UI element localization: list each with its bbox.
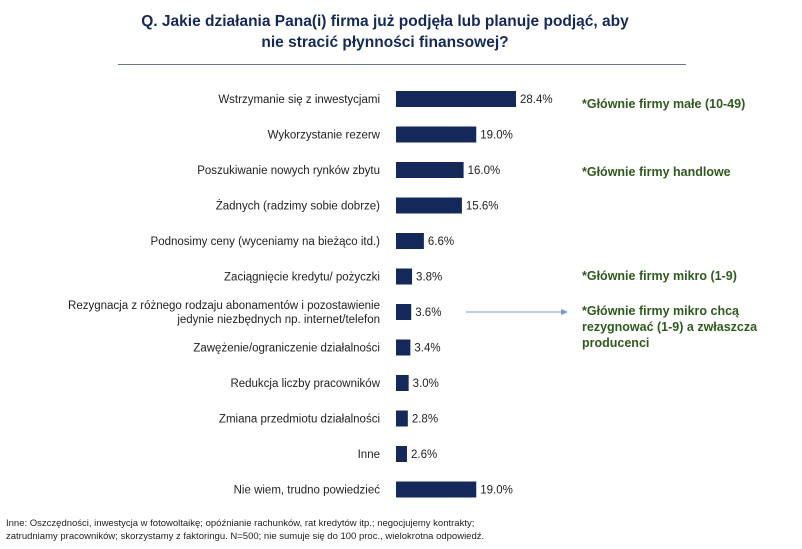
bar-value-label: 16.0% — [468, 165, 501, 177]
footnote: Inne: Oszczędności, inwestycja w fotowol… — [6, 517, 796, 543]
bar-value-label: 15.6% — [466, 201, 499, 213]
bar-value-label: 3.8% — [416, 272, 442, 284]
annotation-line: rezygnować (1-9) a zwłaszcza — [582, 320, 758, 334]
annotation-micro-firms-resign: *Głównie firmy mikro chcą rezygnować (1-… — [582, 303, 757, 351]
bar-value-label: 2.8% — [412, 414, 438, 426]
annotation-line: *Głównie firmy handlowe — [582, 165, 731, 179]
category-label: Żadnych (radzimy sobie dobrze) — [216, 200, 380, 213]
category-label: jedynie niezbędnych np. internet/telefon — [176, 314, 380, 326]
footnote-line-2: zatrudniamy pracowników; skorzystamy z f… — [6, 531, 485, 542]
bar — [396, 304, 412, 320]
annotation-line: *Głównie firmy mikro (1-9) — [582, 269, 737, 283]
footnote-line-1: Inne: Oszczędności, inwestycja w fotowol… — [6, 518, 475, 529]
bar — [396, 91, 516, 107]
annotation-line: *Głównie firmy małe (10-49) — [582, 97, 746, 111]
title-divider — [118, 64, 686, 65]
bar-value-label: 28.4% — [520, 94, 553, 106]
bar-value-label: 19.0% — [480, 485, 513, 497]
category-label: Inne — [358, 449, 380, 461]
bar-value-label: 6.6% — [428, 236, 454, 248]
bar-value-label: 19.0% — [480, 130, 513, 142]
bar-value-label: 3.0% — [413, 378, 439, 390]
bar — [396, 233, 424, 249]
annotation-trade-firms: *Głównie firmy handlowe — [582, 164, 731, 180]
annotation-micro-firms: *Głównie firmy mikro (1-9) — [582, 268, 737, 284]
bar — [396, 481, 477, 498]
bar — [396, 446, 407, 462]
category-label: Zaciągnięcie kredytu/ pożyczki — [224, 272, 380, 284]
annotation-line: *Głównie firmy mikro chcą — [582, 304, 739, 318]
category-label: Zmiana przedmiotu działalności — [219, 414, 380, 426]
chart-title-line-2: nie stracić płynności finansowej? — [261, 34, 509, 51]
bar — [396, 162, 464, 178]
annotation-arrow-head — [561, 309, 568, 315]
bar-value-label: 3.4% — [414, 343, 440, 355]
bar-value-label: 2.6% — [411, 449, 437, 461]
category-label: Redukcja liczby pracowników — [230, 378, 380, 390]
annotation-line: producenci — [582, 336, 650, 350]
category-label: Rezygnacja z różnego rodzaju abonamentów… — [68, 300, 380, 312]
chart-title: Q. Jakie działania Pana(i) firma już pod… — [120, 11, 650, 53]
bar — [396, 410, 408, 427]
bar — [396, 268, 413, 285]
bar — [396, 339, 411, 356]
category-label: Podnosimy ceny (wyceniamy na bieżąco itd… — [151, 236, 381, 248]
annotation-small-firms: *Głównie firmy małe (10-49) — [582, 96, 745, 112]
bar-value-label: 3.6% — [415, 307, 441, 319]
category-label: Zawężenie/ograniczenie działalności — [193, 343, 380, 355]
bar — [396, 126, 477, 143]
category-label: Wstrzymanie się z inwestycjami — [218, 94, 380, 106]
category-label: Poszukiwanie nowych rynków zbytu — [197, 165, 380, 177]
bar — [396, 375, 409, 391]
bar — [396, 197, 462, 214]
chart-title-line-1: Q. Jakie działania Pana(i) firma już pod… — [141, 13, 629, 30]
category-label: Wykorzystanie rezerw — [268, 130, 381, 142]
category-label: Nie wiem, trudno powiedzieć — [234, 485, 381, 497]
